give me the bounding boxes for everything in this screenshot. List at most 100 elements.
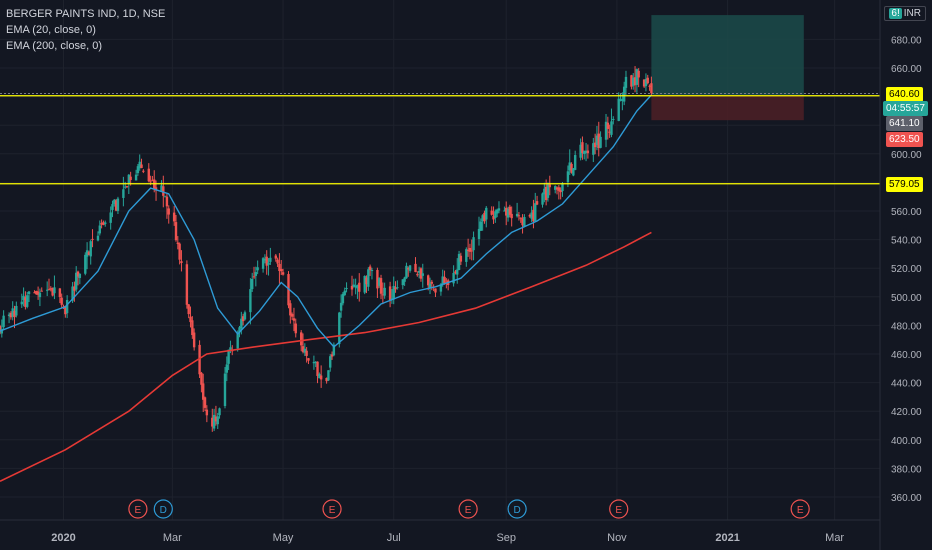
candle-body — [125, 186, 129, 188]
candle-body — [134, 174, 138, 181]
candle-body — [49, 288, 53, 290]
candle-body — [427, 275, 430, 286]
candle-body — [515, 213, 519, 217]
currency-button[interactable]: 6! INR — [884, 6, 926, 21]
candle-body — [154, 187, 158, 191]
candle-body — [624, 76, 628, 88]
candle-body — [280, 269, 283, 272]
candle-body — [419, 268, 423, 279]
candle-body — [390, 298, 394, 300]
candle-body — [378, 277, 381, 286]
candle-body — [508, 206, 512, 215]
candle-body — [218, 408, 221, 416]
candle-body — [24, 297, 27, 307]
candle-body — [421, 273, 424, 276]
candle-body — [127, 174, 131, 184]
candle-body — [163, 196, 167, 198]
candle-body — [356, 284, 359, 289]
candle-body — [325, 378, 328, 382]
candle-body — [312, 361, 316, 364]
candle-body — [485, 207, 488, 220]
event-marker[interactable]: E — [790, 499, 810, 519]
candle-body — [114, 200, 118, 211]
x-tick-label: 2021 — [715, 532, 739, 544]
candle-body — [73, 286, 76, 291]
candle-body — [269, 257, 272, 262]
candle-body — [0, 325, 2, 332]
candle-body — [212, 414, 216, 429]
candle-body — [332, 344, 336, 356]
event-circle — [507, 499, 527, 519]
x-tick-label: Mar — [163, 532, 182, 544]
candle-body — [11, 308, 14, 317]
candle-body — [472, 237, 475, 251]
event-label: E — [797, 505, 804, 516]
candle-body — [149, 181, 152, 183]
candle-body — [456, 269, 459, 275]
event-marker[interactable]: E — [322, 499, 342, 519]
candle-body — [543, 188, 546, 195]
candle-body — [586, 150, 590, 154]
candle-body — [172, 212, 176, 222]
candle-body — [289, 303, 292, 316]
event-marker[interactable]: E — [609, 499, 629, 519]
event-label: E — [135, 505, 142, 516]
legend-ema200[interactable]: EMA (200, close, 0) — [6, 40, 102, 52]
candle-body — [71, 286, 74, 301]
candle-body — [532, 209, 535, 222]
candle-body — [104, 222, 107, 225]
candle-body — [223, 373, 227, 406]
candle-body — [644, 79, 648, 87]
candle-body — [249, 289, 252, 313]
candle-body — [470, 250, 473, 252]
event-marker[interactable]: D — [153, 499, 173, 519]
candle-body — [111, 204, 114, 210]
candle-body — [20, 301, 23, 305]
candle-body — [408, 265, 412, 271]
candle-body — [367, 269, 370, 287]
legend-ema20[interactable]: EMA (20, close, 0) — [6, 24, 96, 36]
candle-body — [191, 320, 194, 336]
candle-body — [301, 346, 305, 352]
candle-body — [165, 196, 169, 207]
candle-body — [570, 163, 573, 173]
candle-body — [519, 217, 522, 219]
candle-body — [434, 288, 437, 293]
candle-body — [96, 235, 100, 241]
candle-body — [608, 131, 611, 133]
candle-body — [185, 264, 189, 305]
candle-body — [650, 83, 653, 94]
candle-body — [9, 312, 13, 318]
candle-body — [84, 254, 87, 274]
candle-body — [633, 77, 637, 86]
candle-body — [443, 276, 446, 284]
candle-body — [452, 272, 455, 284]
price-label-hline-bottom: 579.05 — [886, 177, 923, 192]
candle-body — [592, 143, 595, 155]
candle-body — [0, 329, 4, 334]
candle-body — [606, 122, 610, 129]
candle-body — [352, 284, 356, 287]
candle-body — [162, 186, 165, 196]
legend-symbol[interactable]: BERGER PAINTS IND, 1D, NSE — [6, 8, 166, 20]
candle-body — [454, 271, 457, 273]
x-tick-label: Sep — [496, 532, 516, 544]
candle-body — [33, 292, 36, 294]
candle-body — [229, 347, 232, 351]
candle-body — [430, 281, 434, 284]
candle-body — [381, 294, 385, 296]
price-label-countdown: 04:55:57 — [883, 101, 928, 116]
candle-body — [503, 210, 506, 212]
event-marker[interactable]: E — [128, 499, 148, 519]
y-tick-label: 500.00 — [891, 293, 922, 304]
price-label-ema200: 623.50 — [886, 132, 923, 147]
event-marker[interactable]: D — [507, 499, 527, 519]
candle-body — [142, 170, 145, 172]
candle-body — [457, 253, 461, 271]
ema-layer — [0, 94, 652, 483]
candle-body — [617, 98, 620, 121]
candle-body — [506, 208, 510, 218]
candle-body — [376, 269, 379, 289]
event-marker[interactable]: E — [458, 499, 478, 519]
